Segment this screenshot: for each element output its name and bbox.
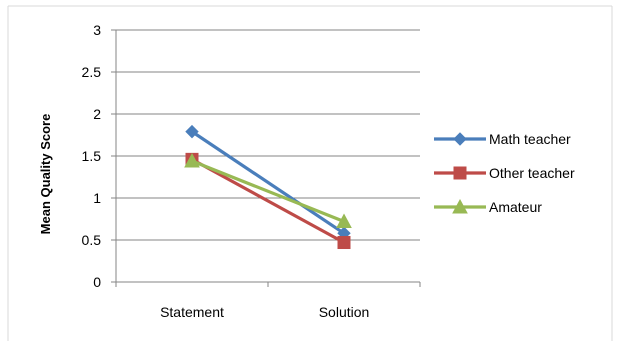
- axes: [111, 29, 421, 287]
- legend: Math teacher Other teacher Amateur: [434, 131, 575, 215]
- y-tick-labels: 0 0.5 1 1.5 2 2.5 3: [82, 22, 102, 290]
- y-tick-label: 0: [93, 274, 101, 290]
- series-amateur: [184, 152, 352, 229]
- y-tick-label: 1: [93, 190, 101, 206]
- series-math-teacher: [185, 124, 351, 240]
- y-tick-label: 0.5: [82, 232, 102, 248]
- y-tick-label: 3: [93, 22, 101, 38]
- legend-item: Other teacher: [434, 165, 575, 181]
- triangle-marker: [336, 213, 352, 229]
- square-marker: [337, 236, 351, 250]
- series-line: [191, 159, 345, 224]
- x-tick-label: Solution: [319, 304, 370, 320]
- diamond-marker: [453, 132, 467, 146]
- x-tick-label: Statement: [160, 304, 224, 320]
- x-tick-labels: Statement Solution: [160, 304, 369, 320]
- series-lines: [184, 124, 352, 250]
- y-tick-label: 2.5: [82, 64, 102, 80]
- series-line: [191, 130, 345, 235]
- square-marker: [453, 166, 467, 180]
- y-axis-label: Mean Quality Score: [38, 114, 53, 235]
- gridlines: [116, 29, 420, 241]
- legend-label: Math teacher: [489, 131, 571, 147]
- diamond-marker: [185, 124, 199, 139]
- y-tick-label: 1.5: [82, 148, 102, 164]
- triangle-marker: [452, 198, 468, 214]
- triangle-marker: [184, 152, 200, 168]
- series-line: [191, 157, 345, 244]
- legend-item: Math teacher: [434, 131, 571, 147]
- y-tick-label: 2: [93, 106, 101, 122]
- legend-label: Amateur: [489, 199, 542, 215]
- legend-label: Other teacher: [489, 165, 575, 181]
- legend-item: Amateur: [434, 198, 542, 215]
